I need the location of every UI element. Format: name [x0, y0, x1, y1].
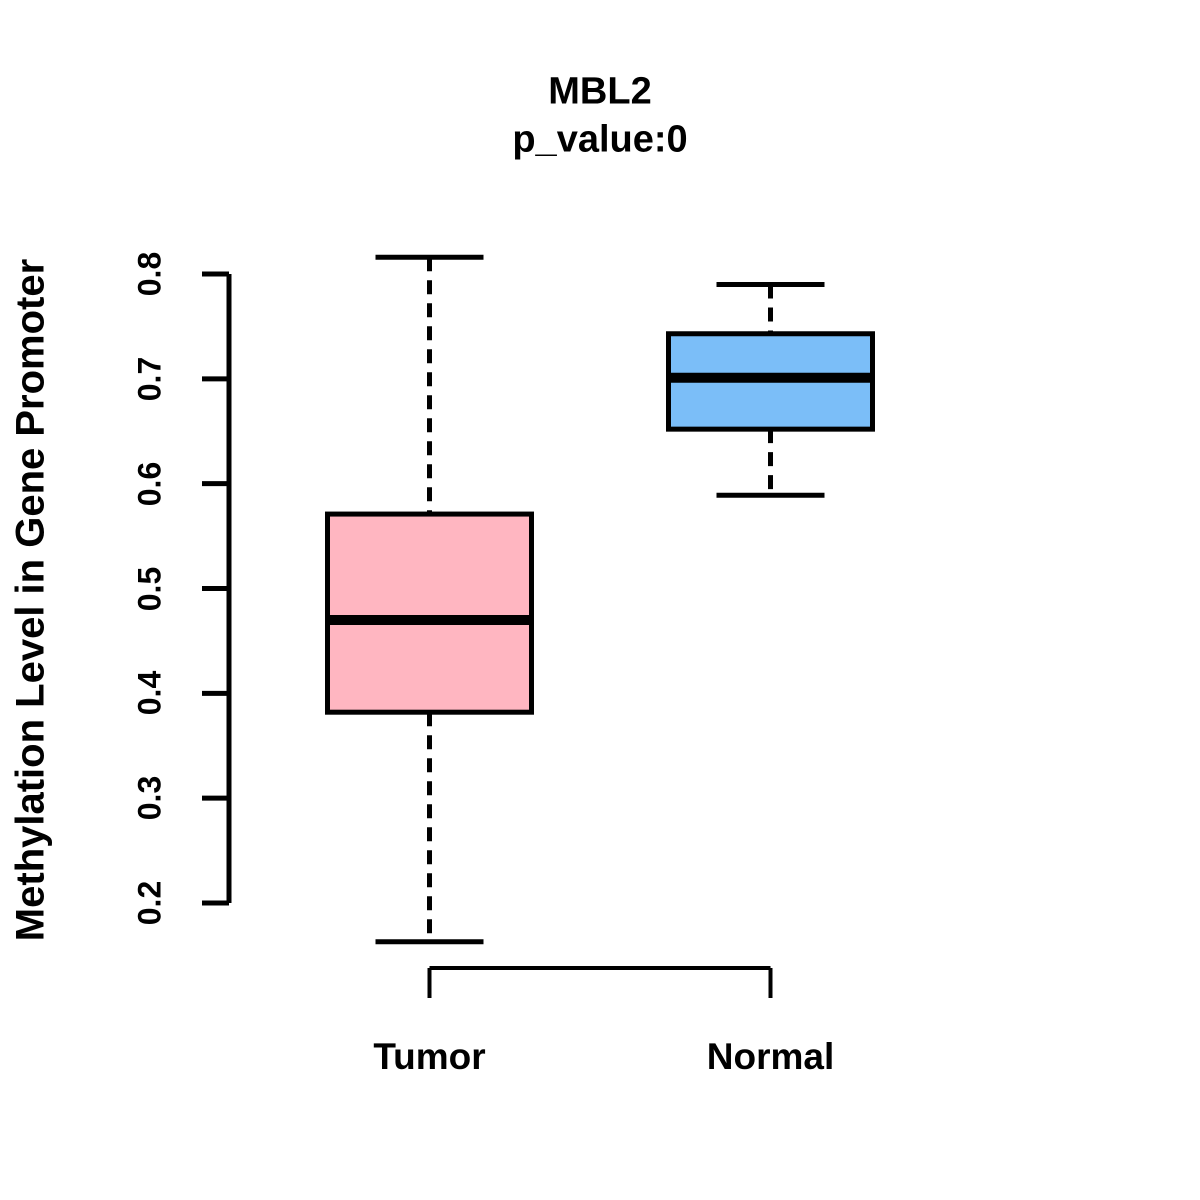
x-label-normal: Normal [706, 1036, 835, 1077]
x-label-tumor: Tumor [373, 1036, 486, 1077]
y-tick-label: 0.7 [131, 356, 168, 402]
chart-subtitle: p_value:0 [512, 118, 688, 161]
y-tick-label: 0.8 [131, 251, 168, 297]
y-tick-label: 0.4 [131, 671, 168, 716]
y-tick-label: 0.5 [131, 566, 168, 611]
tumor-iqr-box [325, 511, 534, 715]
chart-title: MBL2 [548, 70, 652, 113]
y-tick-label: 0.2 [131, 880, 168, 926]
y-tick-label: 0.3 [131, 775, 168, 821]
y-tick-label: 0.6 [131, 461, 168, 506]
